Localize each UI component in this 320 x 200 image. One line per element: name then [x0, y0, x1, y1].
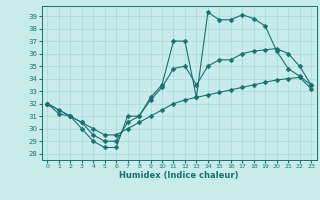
X-axis label: Humidex (Indice chaleur): Humidex (Indice chaleur)	[119, 171, 239, 180]
